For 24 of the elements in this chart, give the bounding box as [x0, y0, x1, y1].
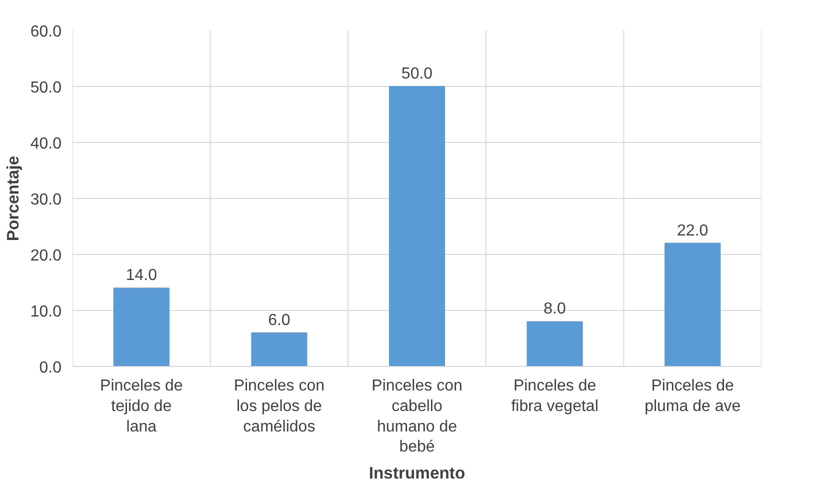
- x-tick-label: Pinceles con los pelos de camélidos: [234, 378, 325, 436]
- y-axis-title: Porcentaje: [3, 156, 22, 242]
- data-label: 50.0: [401, 66, 433, 82]
- y-tick-label: 30.0: [30, 192, 62, 208]
- bar: [664, 242, 721, 366]
- x-tick-label: Pinceles de fibra vegetal: [511, 378, 598, 415]
- y-tick-label: 0.0: [39, 360, 62, 376]
- y-tick-label: 60.0: [30, 24, 62, 40]
- y-tick-label: 10.0: [30, 304, 62, 320]
- data-label: 8.0: [544, 300, 566, 318]
- y-tick-label: 20.0: [30, 248, 62, 264]
- y-tick-label: 50.0: [30, 80, 62, 96]
- y-tick-label: 40.0: [30, 136, 62, 152]
- bar: [251, 332, 308, 366]
- x-tick-label: Pinceles de pluma de ave: [644, 378, 741, 415]
- bar: [526, 321, 583, 366]
- data-label: 6.0: [268, 312, 290, 329]
- x-tick-label: Pinceles con cabello humano de bebé: [372, 378, 462, 456]
- data-label: 22.0: [677, 222, 708, 240]
- x-tick-label: Pinceles de tejido de lana: [100, 378, 183, 436]
- x-axis-title: Instrumento: [368, 464, 466, 483]
- data-label: 14.0: [126, 267, 158, 284]
- bar: [113, 288, 170, 366]
- bar: [388, 86, 446, 366]
